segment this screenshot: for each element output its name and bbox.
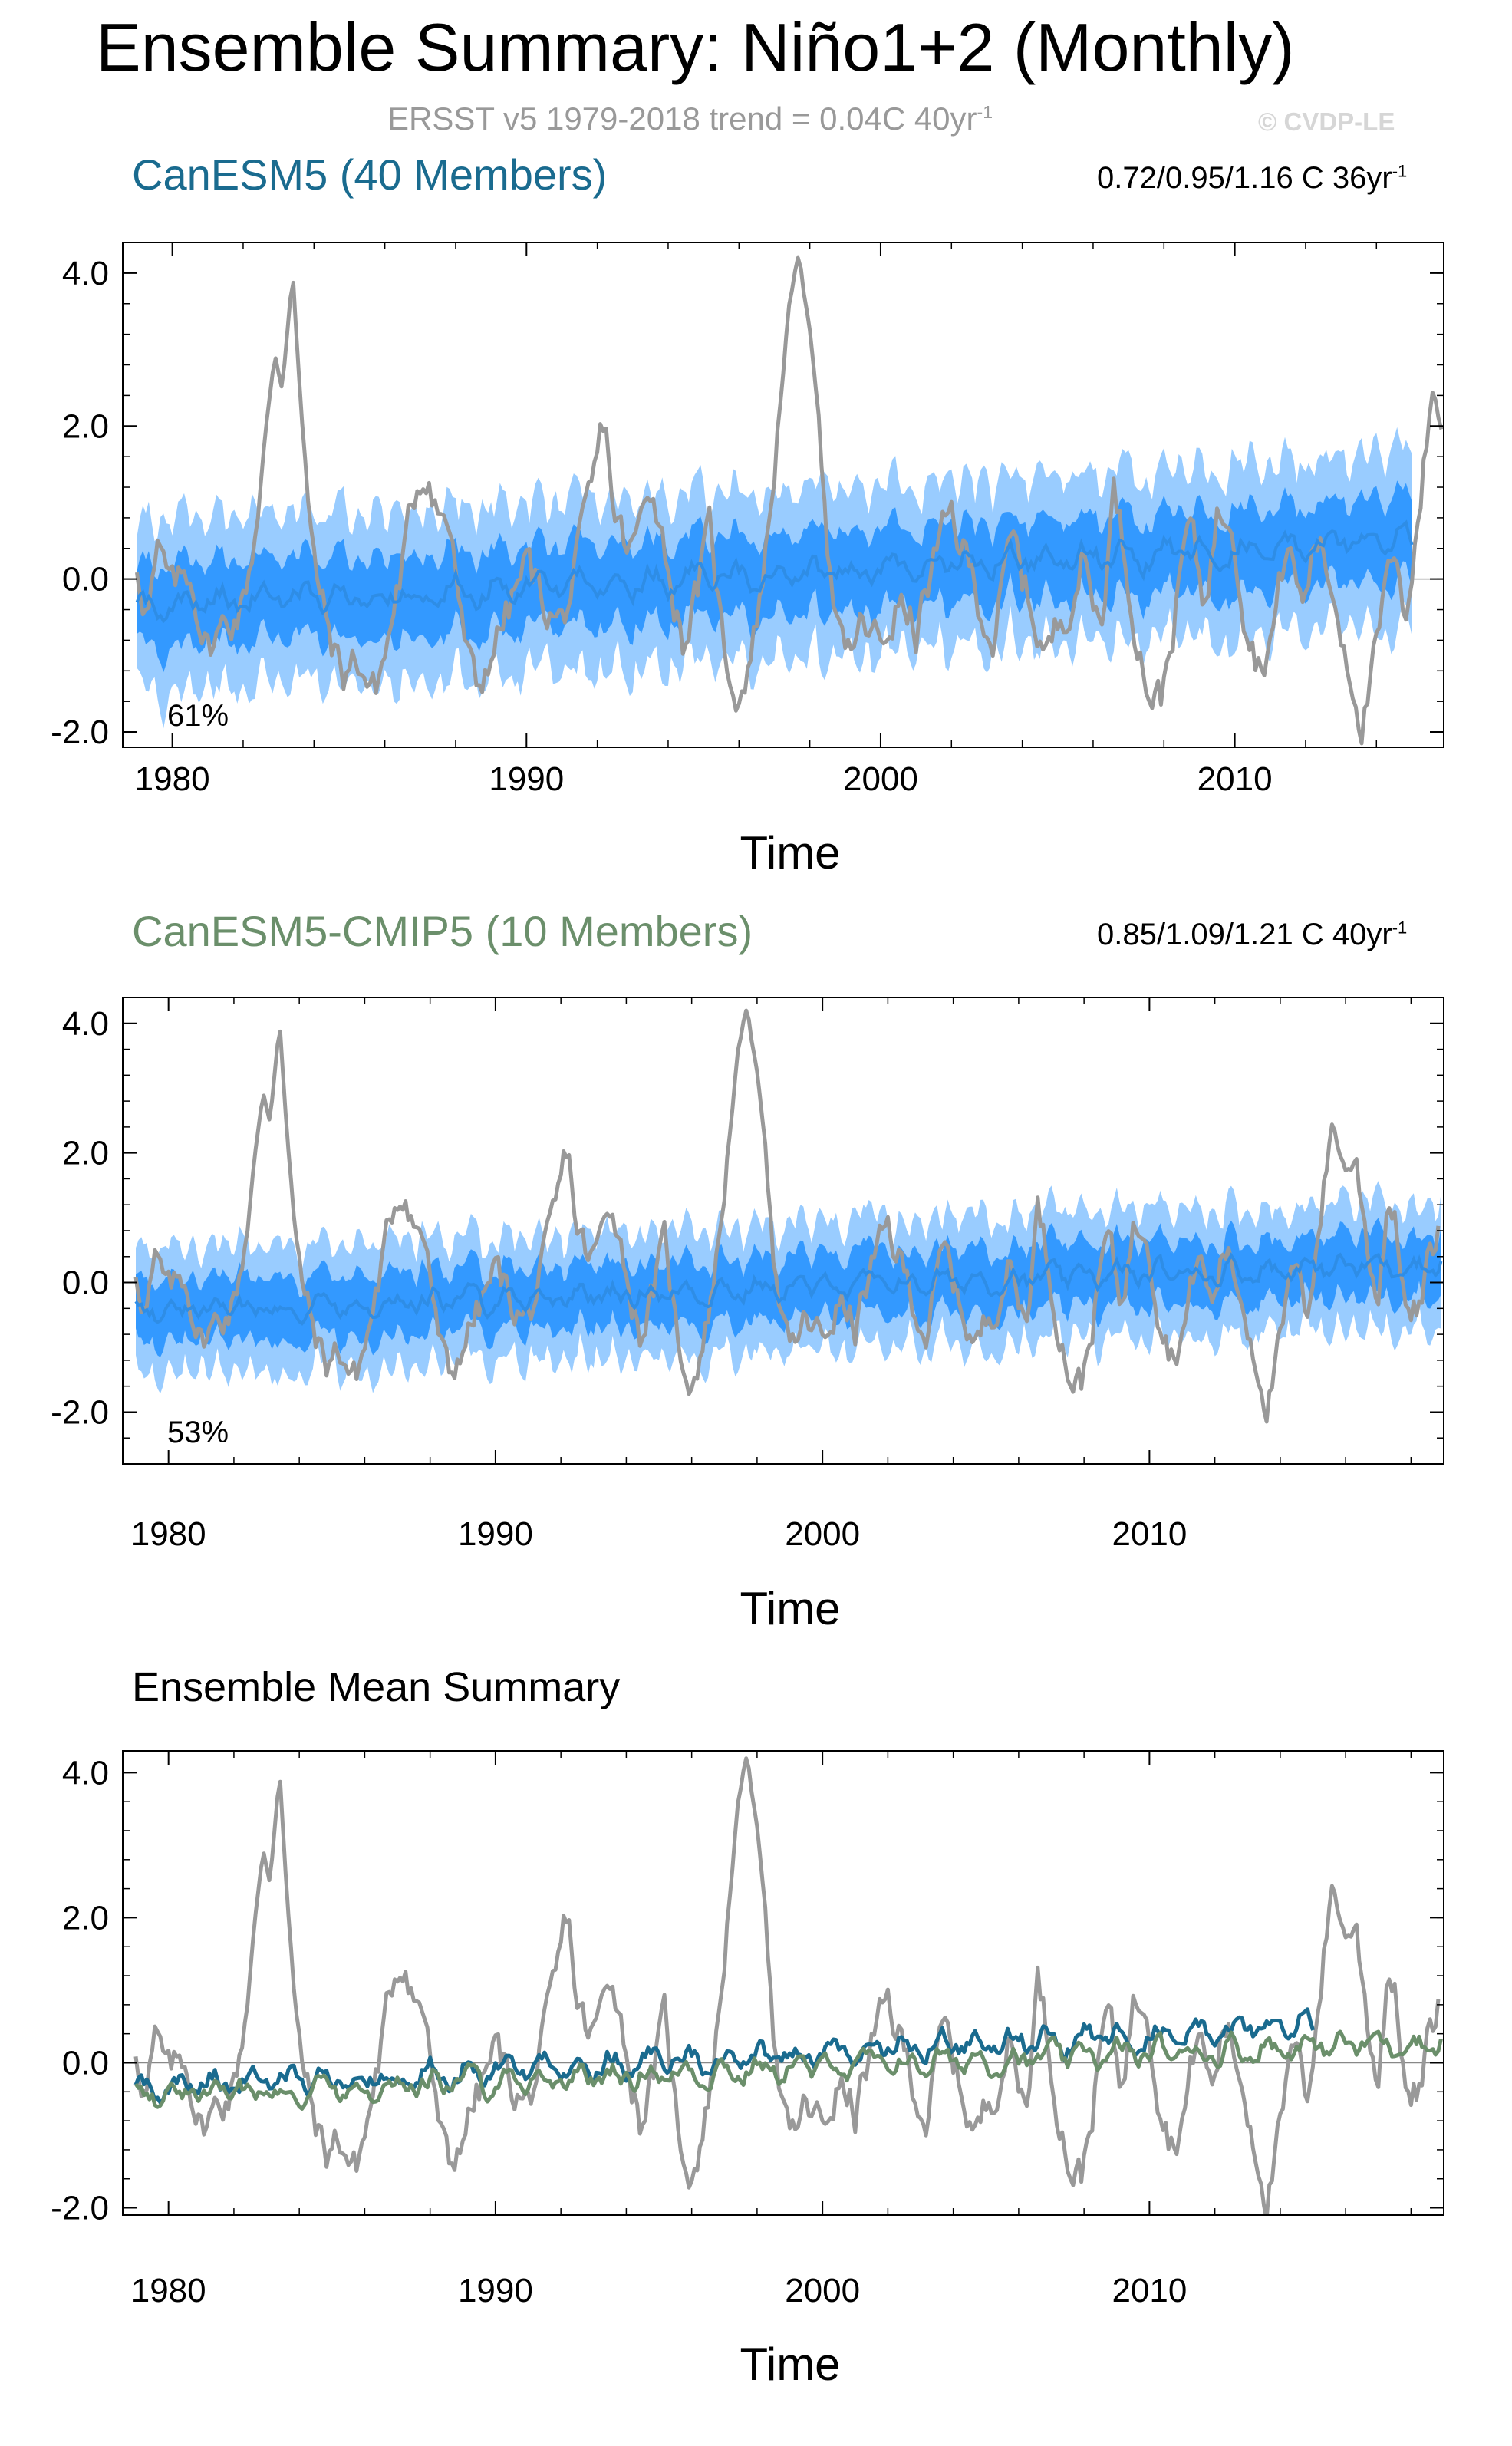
panel2-xtick-label: 1990 <box>458 1515 533 1553</box>
panel3-xtick-label: 2000 <box>785 2272 860 2309</box>
panel2-plot: 53% -2.0 0.0 2.0 4.0 1980 1990 2000 2010 Time <box>51 997 1444 1634</box>
panel1-ytick-label: 0.0 <box>62 561 109 598</box>
panel1-xtick-label: 1980 <box>135 760 210 798</box>
panel1-frame <box>122 242 1444 748</box>
panel3-ytick-label: -2.0 <box>51 2190 109 2227</box>
panel1-ytick-label: -2.0 <box>51 714 109 751</box>
panel2-range-exponent: -1 <box>1392 918 1408 938</box>
panel1-title: CanESM5 (40 Members) <box>132 150 608 199</box>
panel2-ensemble-mean-line <box>134 1252 1443 1326</box>
panel1-xtick-label: 1990 <box>489 760 564 798</box>
panel3-title: Ensemble Mean Summary <box>132 1664 621 1710</box>
panel2-ytick-label: 4.0 <box>62 1005 109 1043</box>
panel2-title: CanESM5-CMIP5 (10 Members) <box>132 907 753 955</box>
panel3-plot: -2.0 0.0 2.0 4.0 1980 1990 2000 2010 Time <box>51 1750 1444 2390</box>
panel3-observed-line <box>133 1756 1441 2215</box>
panel1-range-text: 0.72/0.95/1.16 C 36yr <box>1097 161 1392 195</box>
panel1-range: 0.72/0.95/1.16 C 36yr-1 <box>1097 163 1407 193</box>
panel2-ytick-label: -2.0 <box>51 1393 109 1431</box>
panel3-series-group <box>133 1756 1443 2215</box>
panel2-xtick-label: 1980 <box>131 1515 206 1553</box>
panel1-xtick-label: 2010 <box>1197 760 1273 798</box>
panel2-ytick-label: 0.0 <box>62 1264 109 1302</box>
panel3-ytick-label: 0.0 <box>62 2044 109 2082</box>
panel2-series-group <box>133 1008 1443 1424</box>
panel1-series-group <box>135 255 1444 746</box>
panel1-percent-label: 61% <box>167 699 229 733</box>
panel1-observed-line <box>135 255 1444 746</box>
panel2-xlabel: Time <box>740 1583 840 1634</box>
panel2-xtick-label: 2010 <box>1112 1515 1187 1553</box>
subtitle-unit-exponent: -1 <box>977 102 993 122</box>
credit-watermark: © CVDP-LE <box>1258 107 1395 136</box>
panel2-range: 0.85/1.09/1.21 C 40yr-1 <box>1097 919 1407 950</box>
panel1-ytick-label: 4.0 <box>62 255 109 292</box>
panel1-ensemble-mean-line <box>135 519 1414 624</box>
panel2-ytick-label: 2.0 <box>62 1135 109 1172</box>
panel1-band-inner <box>137 480 1412 673</box>
subtitle: ERSST v5 1979-2018 trend = 0.04C 40yr-1 <box>387 103 993 135</box>
panel2-percent-label: 53% <box>167 1416 229 1449</box>
panel3-xlabel: Time <box>740 2339 840 2390</box>
subtitle-text: ERSST v5 1979-2018 trend = 0.04C 40yr <box>387 101 977 137</box>
panel3-ytick-label: 2.0 <box>62 1899 109 1937</box>
panel3-mean-line-cmip5 <box>133 2029 1443 2111</box>
main-title: Ensemble Summary: Niño1+2 (Monthly) <box>96 9 1295 85</box>
panel2-xtick-label: 2000 <box>785 1515 860 1553</box>
panel1-range-exponent: -1 <box>1392 161 1408 181</box>
panel2-range-text: 0.85/1.09/1.21 C 40yr <box>1097 918 1392 951</box>
panel2-observed-line <box>133 1008 1441 1424</box>
panel1-plot: 61% -2.0 0.0 2.0 4.0 1980 1990 2000 2010 Time <box>51 242 1444 879</box>
panel3-frame <box>122 1750 1444 2216</box>
panel3-xtick-label: 1990 <box>458 2272 533 2309</box>
panel3-xtick-label: 1980 <box>131 2272 206 2309</box>
panel1-xtick-label: 2000 <box>843 760 918 798</box>
panel1-ytick-label: 2.0 <box>62 407 109 445</box>
panel3-ytick-label: 4.0 <box>62 1754 109 1792</box>
panel3-xtick-label: 2010 <box>1112 2272 1187 2309</box>
panel1-xlabel: Time <box>740 827 840 879</box>
